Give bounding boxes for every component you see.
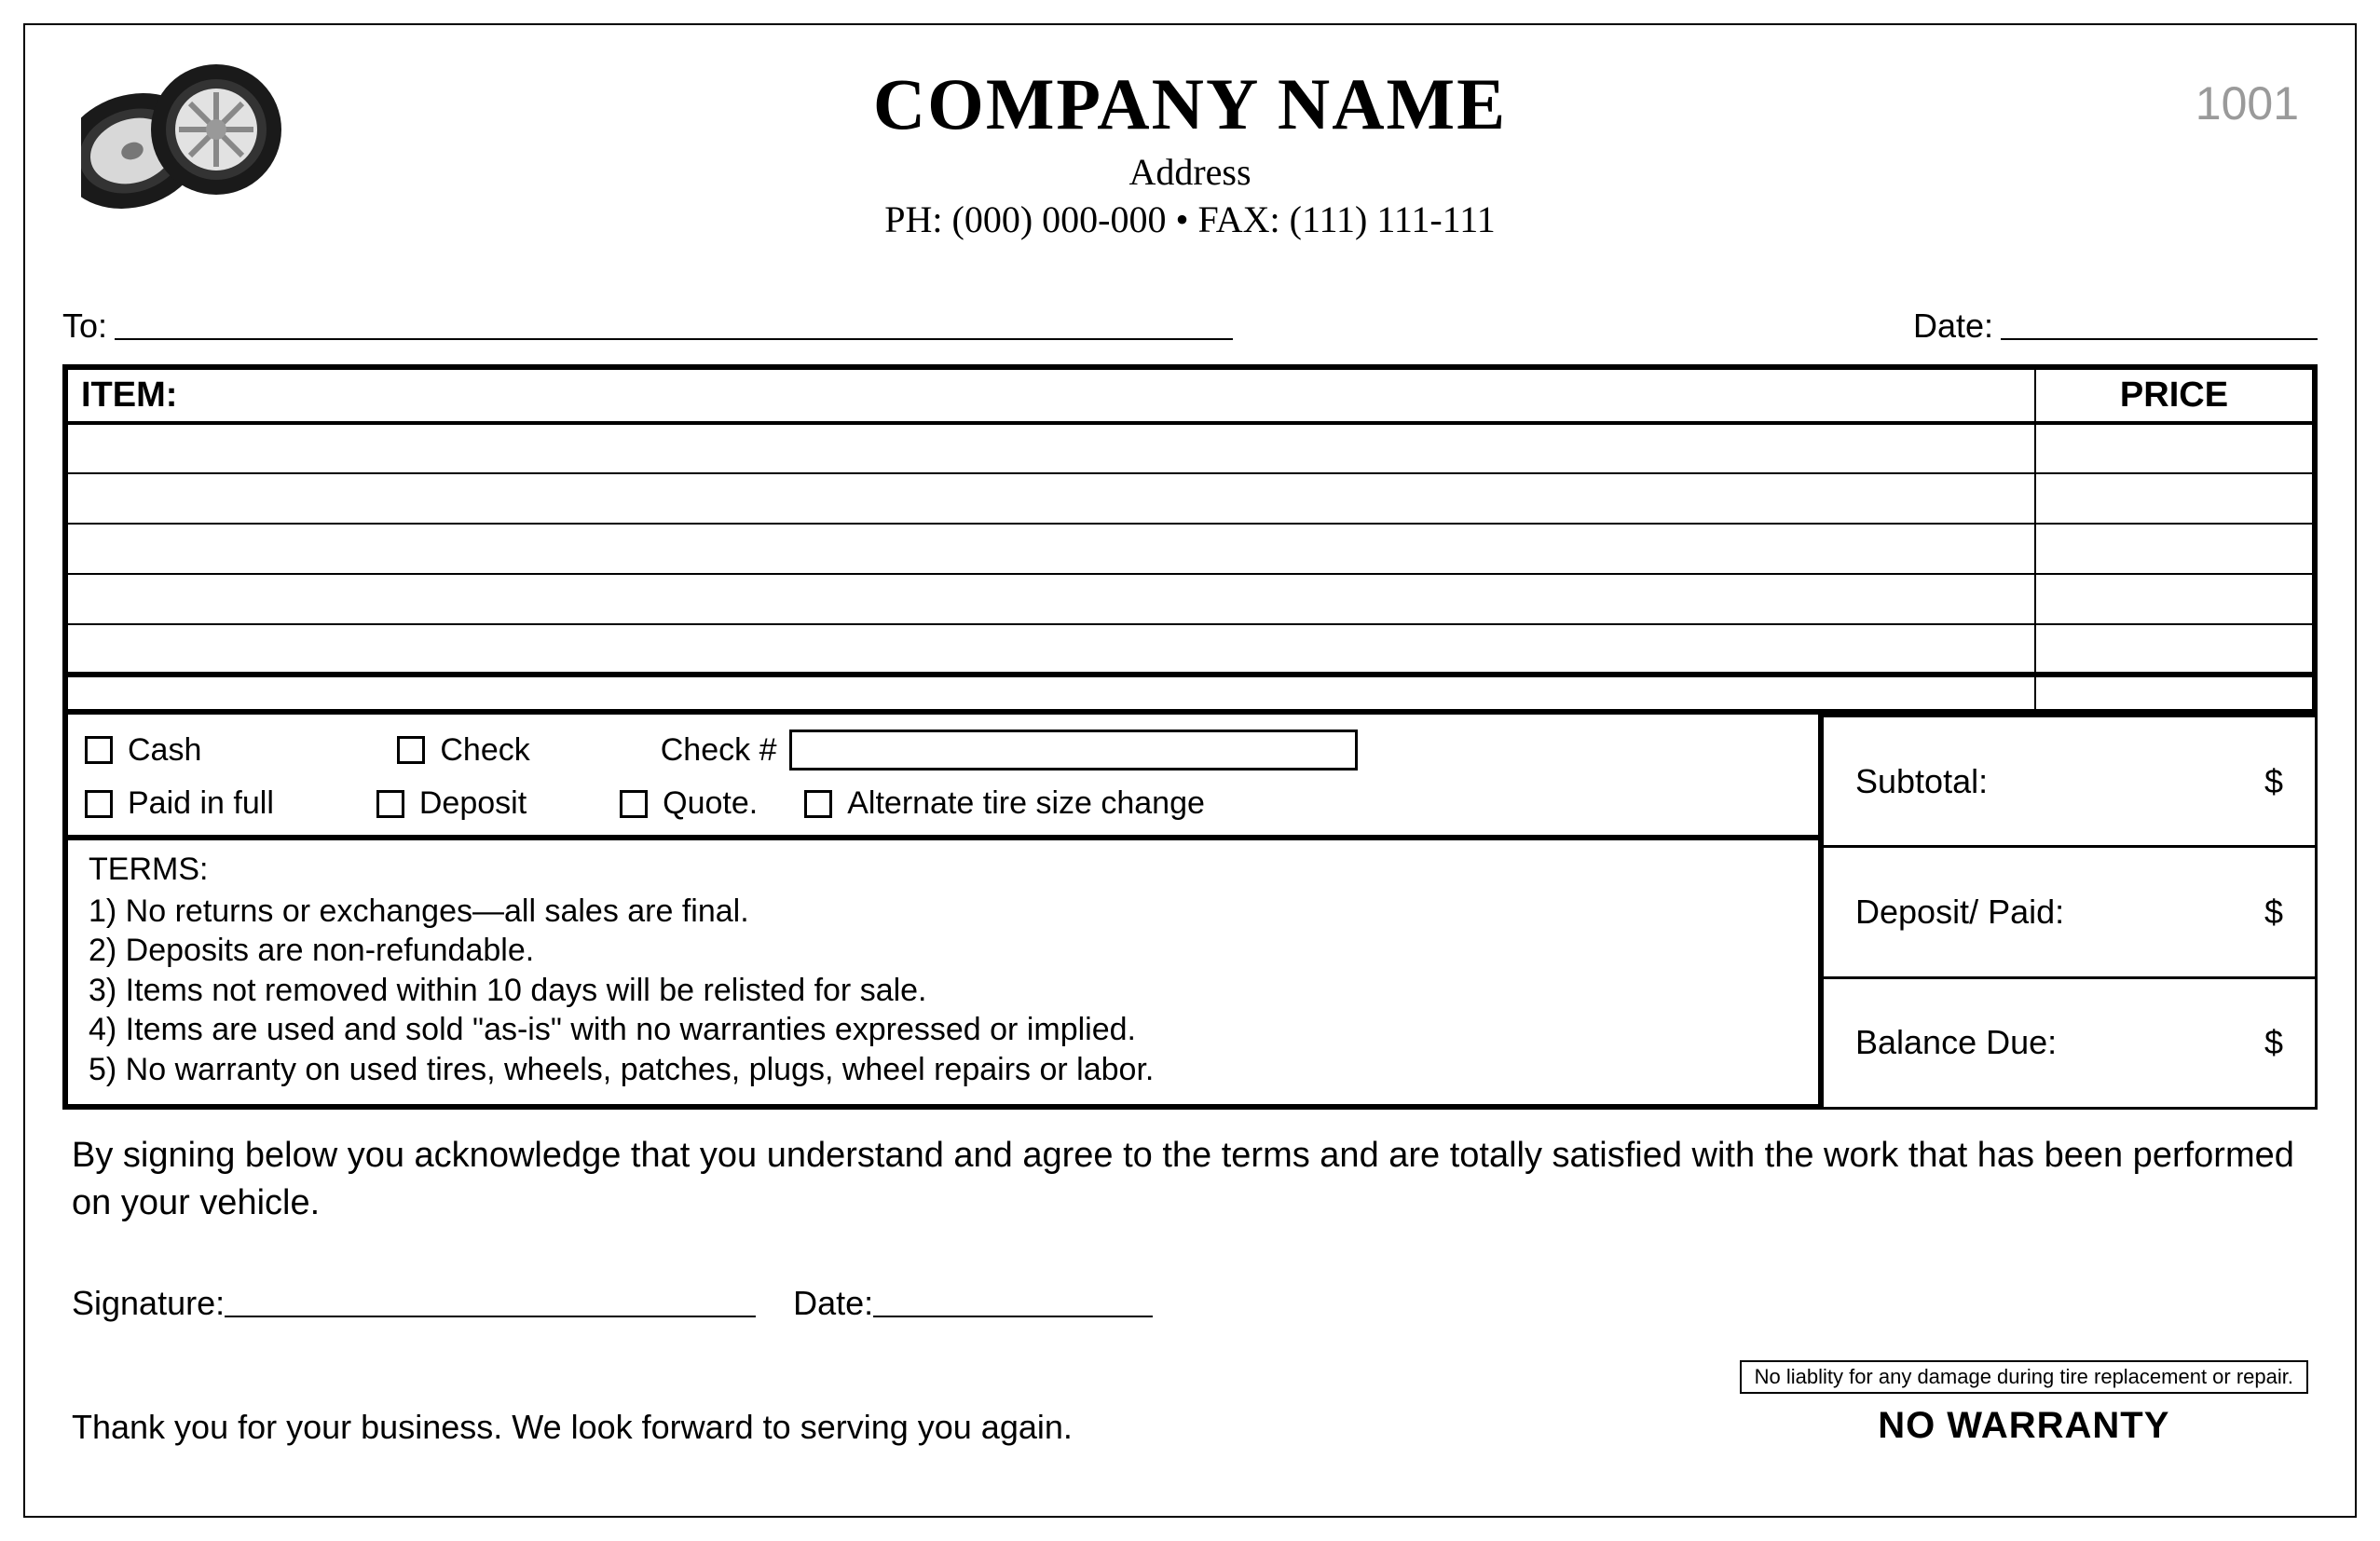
totals-block: Subtotal: $ Deposit/ Paid: $ Balance Due… <box>1824 715 2318 1110</box>
payment-terms-block: Cash Check Check # Paid in full Deposit … <box>62 715 1824 1110</box>
deposit-paid-label: Deposit/ Paid: <box>1855 893 2064 932</box>
cash-label: Cash <box>128 732 201 769</box>
date-label: Date: <box>1913 307 1993 346</box>
subtotal-label: Subtotal: <box>1855 762 1988 801</box>
table-row[interactable] <box>65 423 2315 473</box>
alttire-checkbox[interactable]: Alternate tire size change <box>804 785 1205 822</box>
to-label: To: <box>62 307 107 346</box>
checknum-input[interactable] <box>789 730 1358 770</box>
table-row[interactable] <box>65 524 2315 574</box>
company-address: Address <box>62 150 2318 194</box>
deposit-label: Deposit <box>419 785 527 822</box>
checknum-label: Check # <box>661 732 777 769</box>
date-input-line[interactable] <box>2001 338 2318 340</box>
deposit-currency: $ <box>2264 893 2283 932</box>
terms-line: 2) Deposits are non-refundable. <box>89 931 1798 971</box>
quote-checkbox[interactable]: Quote. <box>620 785 758 822</box>
table-row[interactable] <box>65 624 2315 675</box>
to-input-line[interactable] <box>115 338 1233 340</box>
tire-logo <box>81 62 305 221</box>
terms-line: 5) No warranty on used tires, wheels, pa… <box>89 1050 1798 1090</box>
terms-line: 4) Items are used and sold "as-is" with … <box>89 1010 1798 1050</box>
company-name: COMPANY NAME <box>62 62 2318 146</box>
deposit-row: Deposit/ Paid: $ <box>1824 848 2315 978</box>
alttire-label: Alternate tire size change <box>847 785 1205 822</box>
balance-row: Balance Due: $ <box>1824 979 2315 1110</box>
item-table: ITEM: PRICE <box>62 364 2318 715</box>
no-warranty-text: NO WARRANTY <box>1740 1405 2308 1447</box>
invoice-number: 1001 <box>2195 76 2299 130</box>
price-header: PRICE <box>2035 367 2315 423</box>
terms-heading: TERMS: <box>89 850 1798 890</box>
check-label: Check <box>440 732 529 769</box>
terms-block: TERMS: 1) No returns or exchanges—all sa… <box>68 840 1818 1104</box>
table-row[interactable] <box>65 574 2315 624</box>
paidfull-checkbox[interactable]: Paid in full <box>85 785 274 822</box>
table-row[interactable] <box>65 473 2315 524</box>
company-contact: PH: (000) 000-000 • FAX: (111) 111-111 <box>62 198 2318 241</box>
terms-line: 3) Items not removed within 10 days will… <box>89 971 1798 1011</box>
balance-label: Balance Due: <box>1855 1023 2057 1062</box>
signature-input-line[interactable] <box>225 1316 756 1317</box>
quote-label: Quote. <box>663 785 758 822</box>
balance-currency: $ <box>2264 1023 2283 1062</box>
item-header: ITEM: <box>65 367 2035 423</box>
thanks-text: Thank you for your business. We look for… <box>72 1408 1073 1447</box>
subtotal-currency: $ <box>2264 762 2283 801</box>
signature-label: Signature: <box>72 1284 225 1323</box>
cash-checkbox[interactable]: Cash <box>85 732 201 769</box>
check-checkbox[interactable]: Check <box>397 732 529 769</box>
subtotal-row: Subtotal: $ <box>1824 715 2315 848</box>
acknowledgement-text: By signing below you acknowledge that yo… <box>62 1132 2318 1228</box>
sig-date-label: Date: <box>793 1284 873 1323</box>
liability-notice: No liablity for any damage during tire r… <box>1740 1360 2308 1394</box>
deposit-checkbox[interactable]: Deposit <box>376 785 527 822</box>
terms-line: 1) No returns or exchanges—all sales are… <box>89 892 1798 932</box>
sig-date-input-line[interactable] <box>873 1316 1153 1317</box>
paidfull-label: Paid in full <box>128 785 274 822</box>
receipt-frame: 1001 COMPANY NAME Address PH: (000) 000-… <box>23 23 2357 1518</box>
